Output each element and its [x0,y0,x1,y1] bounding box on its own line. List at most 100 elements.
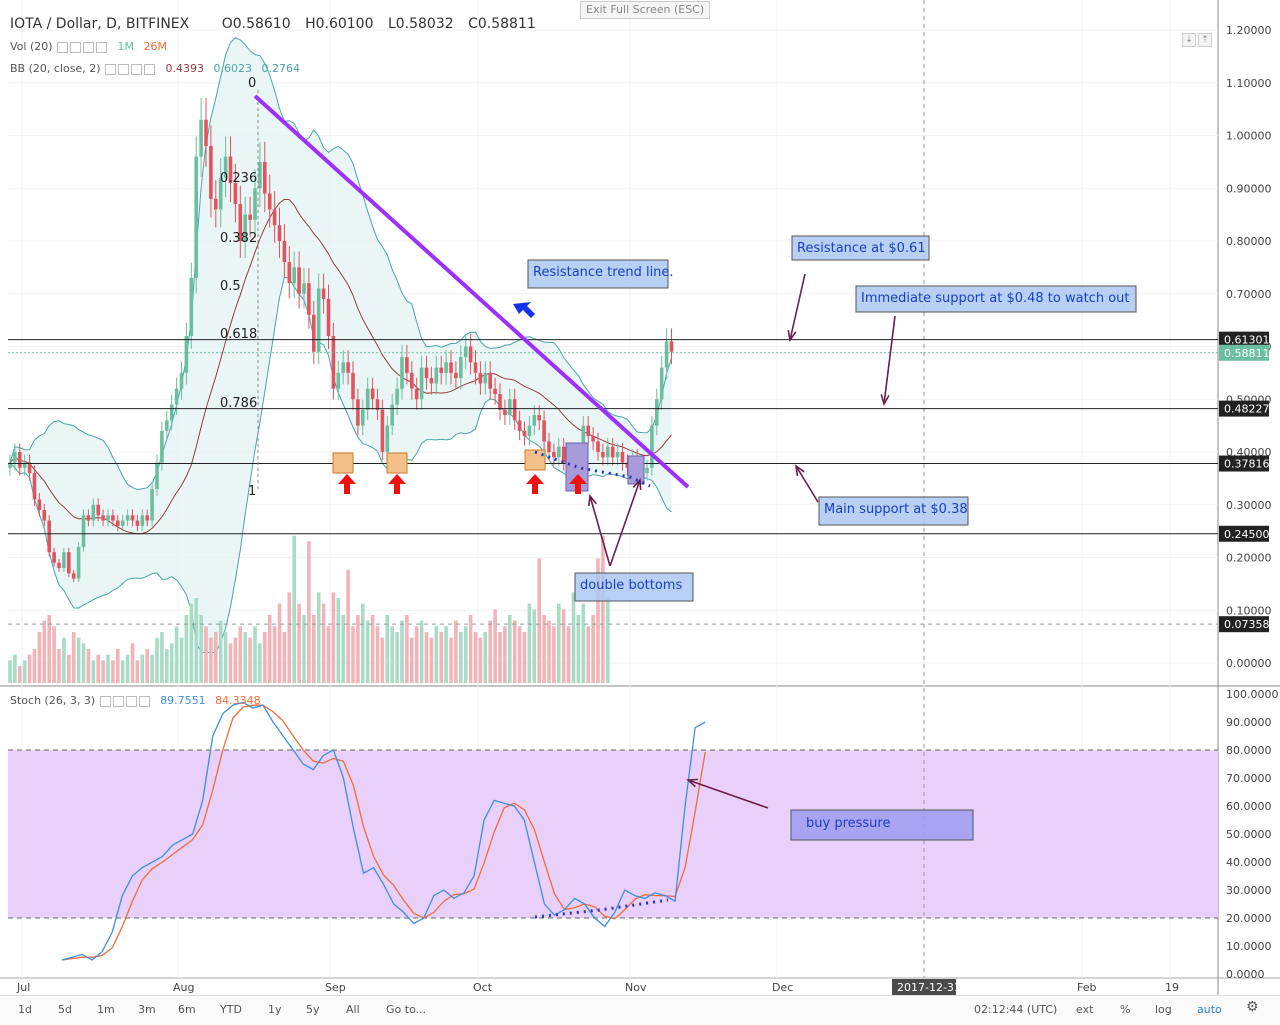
volume-bar [331,592,336,683]
stoch-tick-label: 100.0000 [1226,688,1279,701]
candle-body [248,214,252,220]
volume-value-1: 1M [117,40,135,53]
volume-bar [385,615,390,683]
volume-bar [233,637,238,683]
volume-bar [459,632,463,683]
symbol-title[interactable]: IOTA / Dollar, D, BITFINEX [10,16,190,32]
volume-bar [351,626,355,683]
candle-body [287,262,292,284]
range-ytd[interactable]: YTD [220,1003,242,1016]
volume-bar [365,620,370,683]
high-value: H0.60100 [305,16,374,32]
candle-body [91,504,96,521]
ext-button[interactable]: ext [1076,1003,1094,1016]
candle-body [385,425,390,452]
candle-body [135,520,140,526]
volume-bar [199,615,203,683]
volume-bar [76,637,81,683]
range-5y[interactable]: 5y [306,1003,320,1016]
volume-bar [449,637,453,683]
volume-bar [400,620,404,683]
candle-body [493,388,497,394]
volume-bar [341,615,345,683]
volume-bar [218,620,223,683]
volume-bar [282,632,287,683]
fib-label: 0.786 [220,396,257,411]
price-tag-label: 0.24500 [1224,528,1270,541]
stoch-tick-label: 70.0000 [1226,772,1272,785]
candle-body [620,452,625,463]
up-arrow-icon [526,474,544,494]
volume-bar [125,654,130,683]
time-tick-label: Nov [625,981,647,994]
candle-body [8,462,12,468]
volume-bar [321,603,326,683]
candle-body [81,515,86,547]
stoch-tick-label: 20.0000 [1226,912,1272,925]
volume-bar [537,558,541,683]
resistance-trend-line [253,94,690,489]
candle-body [508,399,512,416]
stoch-value-1: 89.7551 [160,694,206,707]
goto-button[interactable]: Go to... [386,1003,427,1016]
candle-body [370,388,375,400]
volume-bar [62,637,66,683]
price-tick-label: 0.70000 [1226,288,1272,301]
candle-body [527,425,532,437]
candle-body [380,409,385,452]
candle-body [395,388,399,405]
arrowhead [632,478,642,491]
volume-bar [287,592,292,683]
volume-bar [22,660,27,683]
range-3m[interactable]: 3m [138,1003,156,1016]
candle-body [316,288,321,352]
bb-value-3: 0.2764 [261,62,301,75]
range-1y[interactable]: 1y [268,1003,282,1016]
arrowhead [686,778,699,788]
candle-body [106,515,110,521]
price-tag-label: 0.58811 [1224,347,1270,360]
candle-body [468,346,473,363]
candle-body [199,119,203,157]
range-6m[interactable]: 6m [178,1003,196,1016]
bb-value-1: 0.4393 [165,62,205,75]
candle-body [169,404,174,421]
volume-bar [307,541,311,683]
volume-legend[interactable]: Vol (20) 1M 26M [10,40,167,53]
scroll-up-icon[interactable]: ⇡ [1198,33,1212,47]
candle-body [419,367,424,400]
log-button[interactable]: log [1155,1003,1172,1016]
candle-body [606,446,610,458]
stoch-legend[interactable]: Stoch (26, 3, 3) 89.7551 84.3348 [10,694,261,707]
volume-bar [135,660,140,683]
volume-bar [263,632,267,683]
range-5d[interactable]: 5d [58,1003,72,1016]
bb-legend[interactable]: BB (20, close, 2) 0.4393 0.6023 0.2764 [10,62,300,75]
exit-fullscreen-button[interactable]: Exit Full Screen (ESC) [580,1,711,19]
gear-icon[interactable]: ⚙ [1246,999,1259,1015]
volume-bar [184,615,189,683]
candle-body [101,515,105,521]
time-tick-label: Dec [772,981,793,994]
percent-button[interactable]: % [1120,1003,1131,1016]
candle-body [405,357,409,373]
range-all[interactable]: All [346,1003,360,1016]
volume-bar [243,632,247,683]
scroll-down-icon[interactable]: ⇣ [1182,33,1196,47]
candle-body [194,156,198,278]
auto-button[interactable]: auto [1197,1003,1222,1016]
volume-bar [13,654,17,683]
volume-bar [267,615,272,683]
range-1m[interactable]: 1m [97,1003,115,1016]
candle-body [62,552,66,569]
time-tick-label: 2017-12-31 [897,981,961,994]
low-value: L0.58032 [387,16,454,32]
volume-bar [86,649,91,683]
volume-bar [189,603,194,683]
candle-body [336,372,341,389]
price-tag [1219,525,1269,542]
range-1d[interactable]: 1d [18,1003,32,1016]
candle-body [111,515,115,521]
volume-bar [424,632,429,683]
